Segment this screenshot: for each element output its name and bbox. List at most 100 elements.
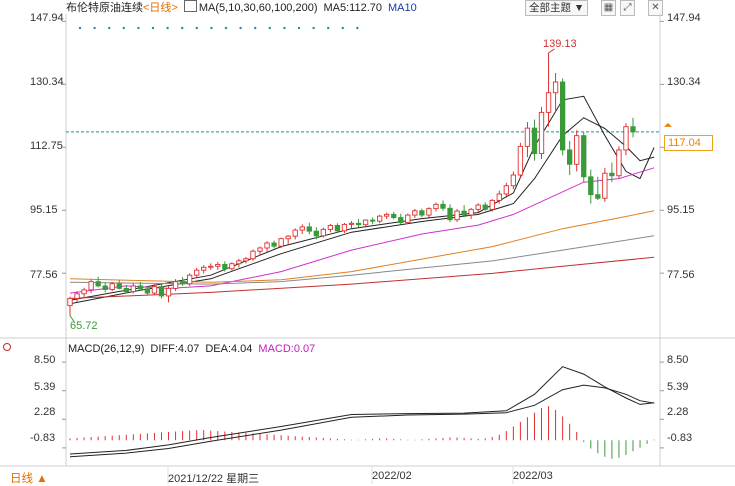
candle-body	[130, 285, 136, 293]
ma-line-ma200	[69, 256, 655, 299]
candle-body	[545, 92, 552, 113]
period-tag[interactable]: <日线>	[143, 2, 178, 14]
candle-body	[355, 222, 362, 226]
event-marker-dot	[137, 26, 140, 30]
candle-body	[503, 185, 509, 195]
event-marker-dot	[78, 26, 82, 30]
candle-body	[616, 149, 622, 177]
candle-body	[179, 281, 186, 285]
y-tick-left-3: 95.15	[30, 204, 58, 216]
candle-body	[137, 285, 144, 290]
candle-body	[158, 286, 165, 297]
candle-body	[524, 127, 531, 147]
candle-body	[552, 81, 559, 94]
ma5-value: MA5:112.70	[323, 2, 383, 14]
candle-body	[271, 242, 277, 247]
close-icon[interactable]: ✕	[648, 0, 663, 16]
candle-body	[574, 135, 580, 165]
event-marker-dot	[166, 26, 169, 30]
macd-dea: DEA:4.04	[205, 343, 253, 355]
candle-body	[433, 203, 439, 210]
high-label: 139.13	[543, 38, 577, 50]
candle-body	[538, 111, 545, 154]
candle-body	[74, 293, 80, 299]
macd-tick-right-2: 2.28	[667, 406, 689, 418]
candle-body	[123, 287, 129, 293]
candle-body	[186, 274, 193, 285]
candle-body	[412, 210, 418, 216]
date-label-1: 2022/02	[372, 470, 412, 482]
period-selector[interactable]: 日线 ▲	[10, 470, 48, 486]
low-label: 65.72	[70, 320, 98, 332]
candle-body	[306, 226, 312, 232]
candle-body	[489, 199, 495, 210]
candle-body	[292, 229, 298, 237]
event-marker-dot	[254, 26, 257, 30]
y-tick-right-2: 95.15	[667, 204, 695, 216]
event-marker-dot	[195, 26, 198, 30]
candle-body	[257, 247, 263, 252]
ma-params[interactable]: MA(5,10,30,60,100,200)	[198, 2, 318, 14]
candle-body	[320, 228, 326, 237]
y-tick-left-2: 112.75	[30, 140, 63, 152]
candle-body	[102, 285, 108, 290]
macd-title[interactable]: MACD(26,12,9)	[68, 343, 145, 355]
candle-body	[67, 297, 73, 307]
instrument-name: 布伦特原油连续	[66, 2, 143, 14]
event-marker-dot	[224, 26, 228, 30]
candle-body	[496, 193, 502, 201]
candle-body	[475, 204, 481, 210]
candle-body	[468, 208, 474, 216]
candle-body	[285, 235, 291, 240]
macd-header: MACD(26,12,9) DIFF:4.07 DEA:4.04 MACD:0.07	[68, 343, 321, 355]
candle-body	[341, 223, 348, 232]
expand-icon[interactable]: ⤢	[620, 0, 635, 16]
candle-body	[440, 203, 446, 209]
candle-body	[278, 238, 284, 247]
macd-value: MACD:0.07	[258, 343, 316, 355]
dropdown-arrow-icon: ▼	[573, 2, 585, 14]
macd-tick-right-3: -0.83	[667, 432, 693, 444]
grid-icon[interactable]: ▦	[601, 0, 616, 16]
event-marker-dot	[122, 26, 126, 30]
candle-body	[144, 288, 151, 294]
date-label-2: 2022/03	[513, 470, 553, 482]
dropdown-arrow-icon: ▲	[36, 473, 48, 485]
candle-body	[447, 207, 453, 221]
low-marker	[69, 315, 75, 322]
high-marker	[548, 48, 555, 54]
ma-line-ma60	[69, 210, 655, 283]
y-tick-right-0: 147.94	[667, 12, 701, 24]
candle-body	[595, 194, 601, 199]
date-label-0: 2021/12/22 星期三	[168, 473, 260, 485]
candle-body	[327, 224, 334, 230]
candle-body	[208, 265, 214, 268]
candle-body	[517, 145, 524, 176]
candle-body	[454, 210, 460, 221]
candle-body	[398, 217, 404, 224]
crosshair-icon	[3, 343, 11, 351]
candle-body	[581, 135, 587, 178]
event-marker-dot	[297, 26, 301, 30]
theme-dropdown[interactable]: 全部主题 ▼	[525, 0, 589, 16]
y-tick-left-4: 77.56	[30, 269, 58, 281]
event-marker-dot	[356, 26, 359, 30]
event-marker-dot	[327, 26, 330, 30]
candle-body	[588, 176, 594, 196]
event-marker-dot	[151, 26, 155, 30]
event-marker-dot	[283, 26, 286, 30]
candle-body	[95, 281, 101, 287]
candle-body	[334, 224, 341, 232]
candle-body	[151, 286, 158, 294]
ma-line-ma100	[69, 235, 655, 285]
chart-line-icon[interactable]	[183, 0, 197, 12]
candle-body	[236, 260, 242, 265]
event-marker-dot	[312, 26, 315, 30]
macd-tick-left-2: 2.28	[34, 406, 56, 418]
candle-body	[531, 127, 538, 154]
candle-body	[172, 281, 179, 289]
y-tick-left-1: 130.34	[30, 76, 64, 88]
candle-body	[116, 283, 122, 289]
candle-body	[377, 215, 383, 222]
